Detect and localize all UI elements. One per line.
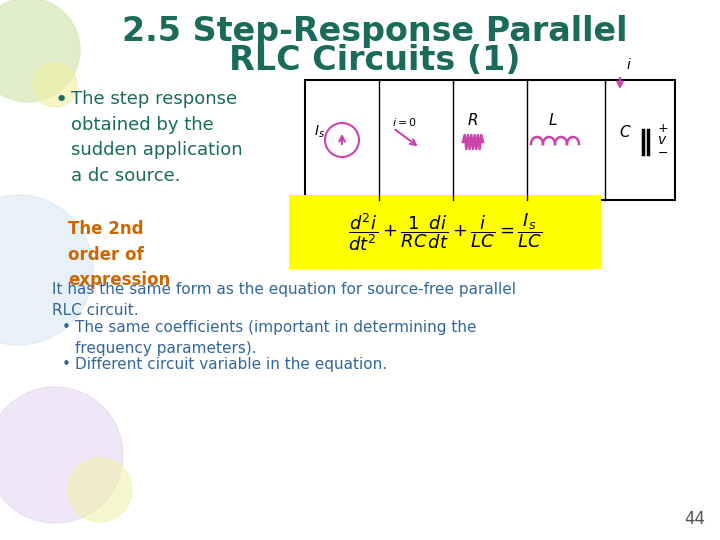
Text: $v$: $v$: [657, 133, 667, 147]
Circle shape: [0, 0, 80, 102]
Text: $\dfrac{d^2i}{dt^2}+\dfrac{1}{RC}\dfrac{di}{dt}+\dfrac{i}{LC}=\dfrac{I_s}{LC}$: $\dfrac{d^2i}{dt^2}+\dfrac{1}{RC}\dfrac{…: [348, 211, 542, 253]
Circle shape: [68, 458, 132, 522]
Circle shape: [0, 387, 123, 523]
Text: $i$: $i$: [626, 57, 631, 72]
Text: The same coefficients (important in determining the
frequency parameters).: The same coefficients (important in dete…: [75, 320, 477, 356]
Text: RLC Circuits (1): RLC Circuits (1): [229, 44, 521, 77]
Text: The step response
obtained by the
sudden application
a dc source.: The step response obtained by the sudden…: [71, 90, 243, 185]
Text: $i=0$: $i=0$: [392, 116, 418, 128]
Text: 44: 44: [684, 510, 705, 528]
Text: •: •: [62, 357, 71, 372]
Text: $I_s$: $I_s$: [313, 124, 325, 140]
FancyBboxPatch shape: [289, 195, 601, 269]
Text: 2.5 Step-Response Parallel: 2.5 Step-Response Parallel: [122, 16, 628, 49]
Text: $L$: $L$: [548, 112, 558, 128]
Circle shape: [33, 63, 77, 107]
Text: $C$: $C$: [618, 124, 631, 140]
Text: •: •: [55, 90, 68, 110]
Text: Different circuit variable in the equation.: Different circuit variable in the equati…: [75, 357, 387, 372]
Text: $-$: $-$: [657, 145, 668, 159]
FancyBboxPatch shape: [305, 80, 675, 200]
Text: The 2nd
order of
expression: The 2nd order of expression: [68, 220, 170, 289]
Text: •: •: [62, 320, 71, 335]
Circle shape: [0, 195, 93, 345]
Text: $R$: $R$: [467, 112, 479, 128]
Text: $+$: $+$: [657, 122, 668, 134]
Text: It has the same form as the equation for source-free parallel
RLC circuit.: It has the same form as the equation for…: [52, 282, 516, 318]
